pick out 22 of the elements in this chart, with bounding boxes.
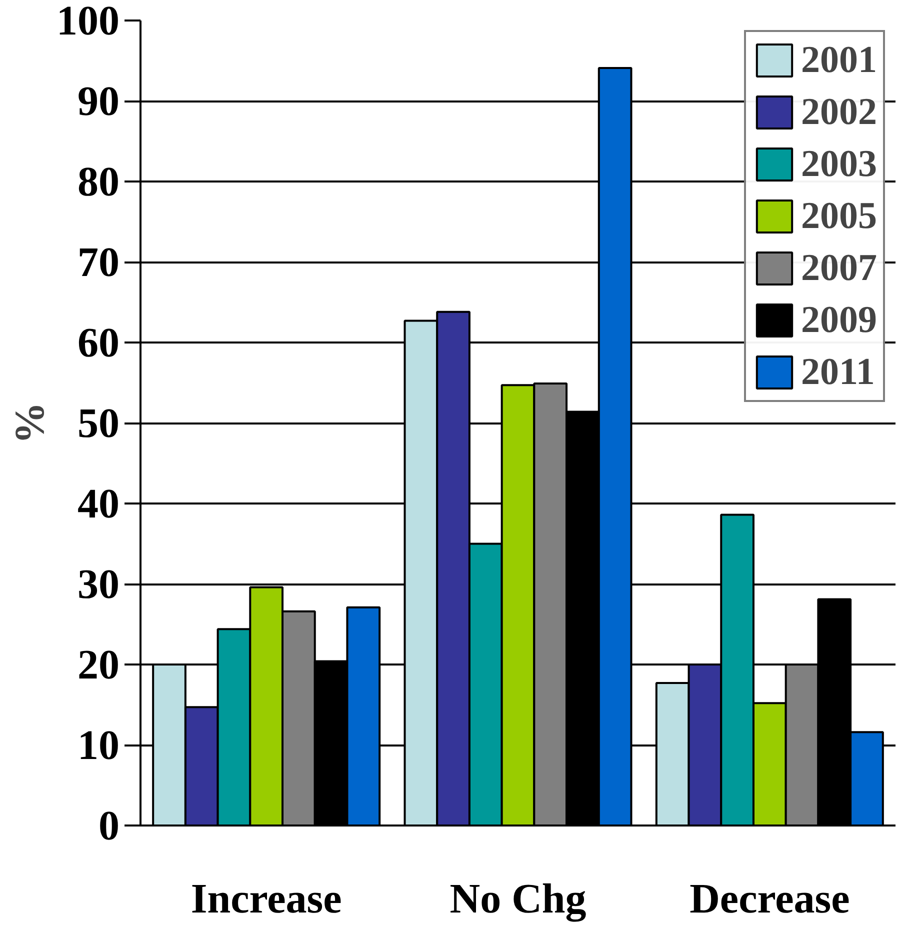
y-tick-label: 0 bbox=[98, 804, 120, 850]
y-tick-label: 80 bbox=[78, 160, 120, 206]
x-tick-label: Increase bbox=[190, 876, 342, 922]
y-tick-label: 40 bbox=[78, 482, 120, 528]
legend-label: 2001 bbox=[801, 38, 877, 82]
legend-label: 2002 bbox=[801, 90, 877, 134]
y-axis-title: % bbox=[8, 402, 54, 444]
y-tick-label: 20 bbox=[78, 642, 120, 688]
y-tick-label: 10 bbox=[78, 723, 120, 769]
legend-label: 2011 bbox=[801, 350, 875, 394]
y-tick-label: 30 bbox=[78, 562, 120, 608]
y-tick-label: 90 bbox=[78, 79, 120, 125]
legend-label: 2007 bbox=[801, 246, 877, 290]
y-tick-label: 60 bbox=[78, 320, 120, 366]
y-tick-label: 50 bbox=[78, 401, 120, 447]
y-tick-label: 70 bbox=[78, 240, 120, 286]
legend-label: 2003 bbox=[801, 142, 877, 186]
legend-label: 2009 bbox=[801, 298, 877, 342]
legend-label: 2005 bbox=[801, 194, 877, 238]
x-tick-label: No Chg bbox=[450, 876, 586, 922]
x-tick-label: Decrease bbox=[690, 876, 850, 922]
y-tick-label: 100 bbox=[56, 0, 120, 44]
